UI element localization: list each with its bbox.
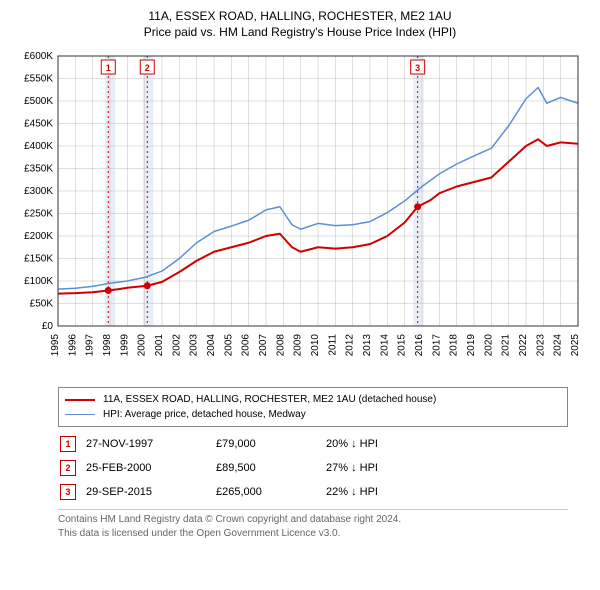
marker-row: 2 25-FEB-2000 £89,500 27% ↓ HPI <box>60 457 386 479</box>
svg-text:2003: 2003 <box>189 334 200 357</box>
svg-text:2016: 2016 <box>414 334 425 357</box>
svg-text:£500K: £500K <box>24 96 53 107</box>
marker-id-box: 2 <box>60 460 76 476</box>
svg-text:2024: 2024 <box>553 334 564 357</box>
legend-item: 11A, ESSEX ROAD, HALLING, ROCHESTER, ME2… <box>65 392 561 407</box>
marker-price: £79,000 <box>216 433 324 455</box>
marker-date: 27-NOV-1997 <box>86 433 214 455</box>
svg-text:1: 1 <box>106 63 111 73</box>
svg-text:2017: 2017 <box>431 334 442 357</box>
marker-id-box: 3 <box>60 484 76 500</box>
markers-table: 1 27-NOV-1997 £79,000 20% ↓ HPI 2 25-FEB… <box>58 431 388 505</box>
chart-svg: £0 £50K £100K £150K £200K £250K £300K £350K £400… <box>10 46 590 376</box>
svg-text:1995: 1995 <box>50 334 61 357</box>
svg-text:2004: 2004 <box>206 334 217 357</box>
marker-delta: 22% ↓ HPI <box>326 481 386 503</box>
legend-swatch <box>65 399 95 401</box>
chart-title: 11A, ESSEX ROAD, HALLING, ROCHESTER, ME2… <box>10 8 590 40</box>
svg-text:£300K: £300K <box>24 186 53 197</box>
svg-text:3: 3 <box>415 63 420 73</box>
svg-text:£50K: £50K <box>30 299 54 310</box>
svg-text:1996: 1996 <box>67 334 78 357</box>
svg-text:2007: 2007 <box>258 334 269 357</box>
svg-text:2021: 2021 <box>501 334 512 357</box>
svg-text:2023: 2023 <box>535 334 546 357</box>
svg-text:£200K: £200K <box>24 231 53 242</box>
marker-date: 29-SEP-2015 <box>86 481 214 503</box>
svg-text:2001: 2001 <box>154 334 165 357</box>
svg-text:2005: 2005 <box>223 334 234 357</box>
footer-line-1: Contains HM Land Registry data © Crown c… <box>58 513 568 527</box>
legend-swatch <box>65 414 95 415</box>
marker-id-box: 1 <box>60 436 76 452</box>
marker-row: 3 29-SEP-2015 £265,000 22% ↓ HPI <box>60 481 386 503</box>
svg-text:1998: 1998 <box>102 334 113 357</box>
svg-text:£600K: £600K <box>24 51 53 62</box>
svg-text:2010: 2010 <box>310 334 321 357</box>
svg-text:£450K: £450K <box>24 119 53 130</box>
marker-date: 25-FEB-2000 <box>86 457 214 479</box>
footer: Contains HM Land Registry data © Crown c… <box>58 509 568 540</box>
footer-line-2: This data is licensed under the Open Gov… <box>58 527 568 541</box>
svg-text:£150K: £150K <box>24 254 53 265</box>
marker-price: £89,500 <box>216 457 324 479</box>
svg-text:2019: 2019 <box>466 334 477 357</box>
svg-text:£350K: £350K <box>24 164 53 175</box>
svg-text:£0: £0 <box>42 321 54 332</box>
svg-text:2025: 2025 <box>570 334 581 357</box>
marker-price: £265,000 <box>216 481 324 503</box>
svg-text:2000: 2000 <box>137 334 148 357</box>
title-line-2: Price paid vs. HM Land Registry's House … <box>10 24 590 40</box>
marker-row: 1 27-NOV-1997 £79,000 20% ↓ HPI <box>60 433 386 455</box>
svg-text:2020: 2020 <box>483 334 494 357</box>
svg-text:2006: 2006 <box>241 334 252 357</box>
legend: 11A, ESSEX ROAD, HALLING, ROCHESTER, ME2… <box>58 387 568 427</box>
svg-text:2015: 2015 <box>397 334 408 357</box>
svg-text:£400K: £400K <box>24 141 53 152</box>
svg-text:2011: 2011 <box>327 334 338 356</box>
title-line-1: 11A, ESSEX ROAD, HALLING, ROCHESTER, ME2… <box>10 8 590 24</box>
svg-text:2: 2 <box>145 63 150 73</box>
chart-container: 11A, ESSEX ROAD, HALLING, ROCHESTER, ME2… <box>0 0 600 590</box>
chart-plot: £0 £50K £100K £150K £200K £250K £300K £350K £400… <box>10 46 590 381</box>
svg-text:2013: 2013 <box>362 334 373 357</box>
svg-text:£250K: £250K <box>24 209 53 220</box>
svg-text:2012: 2012 <box>345 334 356 357</box>
svg-text:2008: 2008 <box>275 334 286 357</box>
legend-label: HPI: Average price, detached house, Medw… <box>103 407 306 422</box>
svg-text:1997: 1997 <box>85 334 96 357</box>
svg-text:1999: 1999 <box>119 334 130 357</box>
svg-text:£550K: £550K <box>24 74 53 85</box>
svg-text:2014: 2014 <box>379 334 390 357</box>
legend-label: 11A, ESSEX ROAD, HALLING, ROCHESTER, ME2… <box>103 392 436 407</box>
marker-delta: 27% ↓ HPI <box>326 457 386 479</box>
legend-item: HPI: Average price, detached house, Medw… <box>65 407 561 422</box>
svg-text:£100K: £100K <box>24 276 53 287</box>
svg-text:2022: 2022 <box>518 334 529 357</box>
svg-text:2002: 2002 <box>171 334 182 357</box>
svg-text:2009: 2009 <box>293 334 304 357</box>
marker-delta: 20% ↓ HPI <box>326 433 386 455</box>
svg-text:2018: 2018 <box>449 334 460 357</box>
